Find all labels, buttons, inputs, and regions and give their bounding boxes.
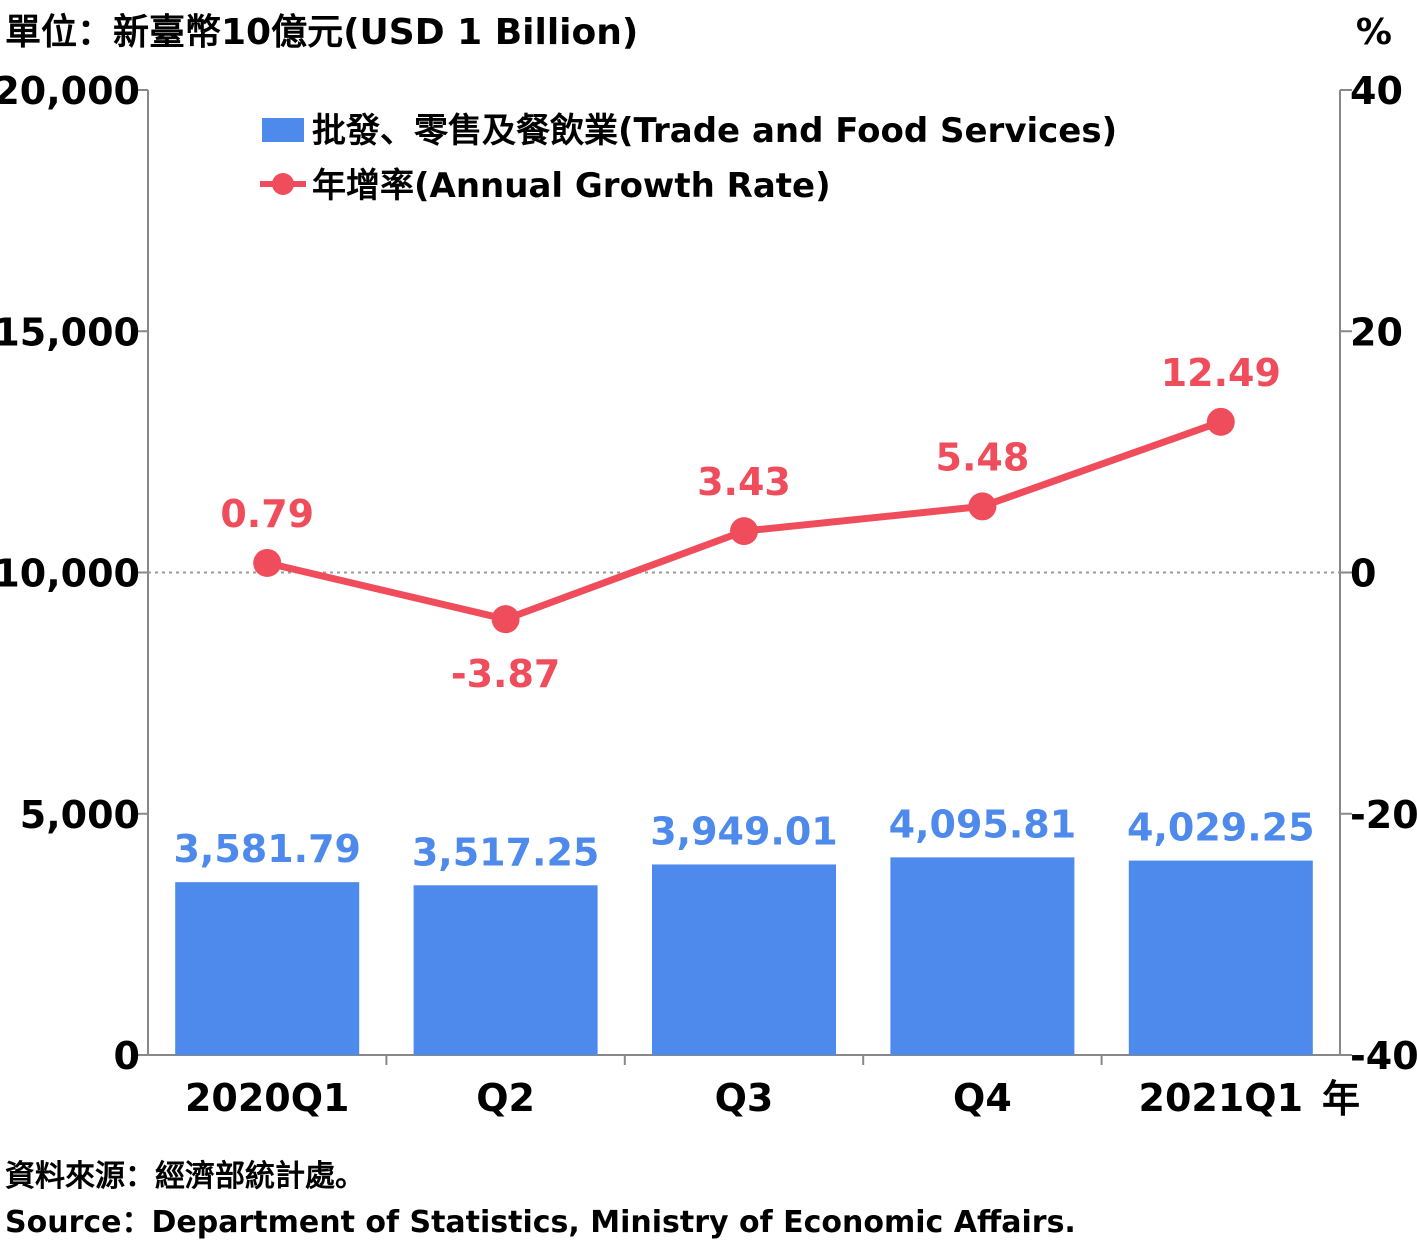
bar-value-label: 3,949.01 (650, 809, 838, 853)
growth-rate-point (968, 492, 997, 521)
bar (1128, 860, 1313, 1055)
x-tick-label: 2021Q1 (1139, 1076, 1304, 1120)
x-tick-label: Q3 (715, 1076, 774, 1120)
growth-rate-point (491, 605, 520, 634)
y-right-tick-label: -20 (1350, 793, 1417, 837)
bar-value-label: 4,095.81 (889, 802, 1077, 846)
growth-rate-label: 5.48 (936, 435, 1030, 479)
growth-rate-series (253, 407, 1235, 634)
growth-rate-point (730, 517, 758, 546)
source-en: Source：Department of Statistics, Ministr… (5, 1205, 1076, 1240)
unit-label-right: % (1356, 12, 1392, 53)
growth-rate-point (253, 548, 282, 577)
x-tick-label: 2020Q1 (185, 1076, 350, 1120)
bar (652, 864, 836, 1055)
x-tick-label: Q2 (476, 1076, 535, 1120)
bar-value-label: 3,581.79 (173, 827, 361, 871)
bar (413, 885, 598, 1055)
source-zh: 資料來源：經濟部統計處。 (5, 1159, 365, 1194)
growth-rate-point (1206, 407, 1235, 436)
bar-value-label: 3,517.25 (412, 830, 600, 874)
y-right-tick-label: -40 (1350, 1034, 1417, 1078)
bar (890, 857, 1075, 1055)
growth-rate-label: 12.49 (1161, 351, 1281, 395)
unit-label-left: 單位：新臺幣10億元(USD 1 Billion) (5, 12, 638, 53)
growth-rate-label: 3.43 (697, 460, 791, 504)
x-tick-label: Q4 (953, 1076, 1012, 1120)
legend-line-marker (272, 173, 294, 195)
y-left-tick-label: 0 (114, 1034, 140, 1078)
y-left-tick-label: 15,000 (0, 310, 140, 354)
y-right-tick-label: 40 (1350, 69, 1403, 113)
legend-bar-label: 批發、零售及餐飲業(Trade and Food Services) (312, 111, 1117, 151)
bar-value-label: 4,029.25 (1127, 806, 1315, 850)
y-right-tick-label: 0 (1350, 552, 1376, 596)
y-left-tick-label: 5,000 (20, 793, 140, 837)
legend: 批發、零售及餐飲業(Trade and Food Services) 年增率(A… (260, 111, 1117, 206)
bar (175, 882, 360, 1055)
data-labels: 3,581.79 3,517.25 3,949.01 4,095.81 4,029.25… (173, 351, 1314, 874)
legend-line-label: 年增率(Annual Growth Rate) (312, 166, 831, 206)
axes: 0 5,000 10,000 15,000 20,000 -40 -20 0 20 40 2020Q… (0, 69, 1417, 1120)
bar-series (175, 857, 1313, 1055)
y-left-tick-label: 10,000 (0, 552, 140, 596)
y-left-tick-label: 20,000 (0, 69, 140, 113)
y-right-tick-label: 20 (1350, 310, 1403, 354)
growth-rate-label: 0.79 (220, 492, 314, 536)
legend-bar-swatch (262, 118, 304, 142)
growth-rate-label: -3.87 (451, 652, 561, 696)
x-axis-year-suffix: 年 (1322, 1077, 1360, 1121)
